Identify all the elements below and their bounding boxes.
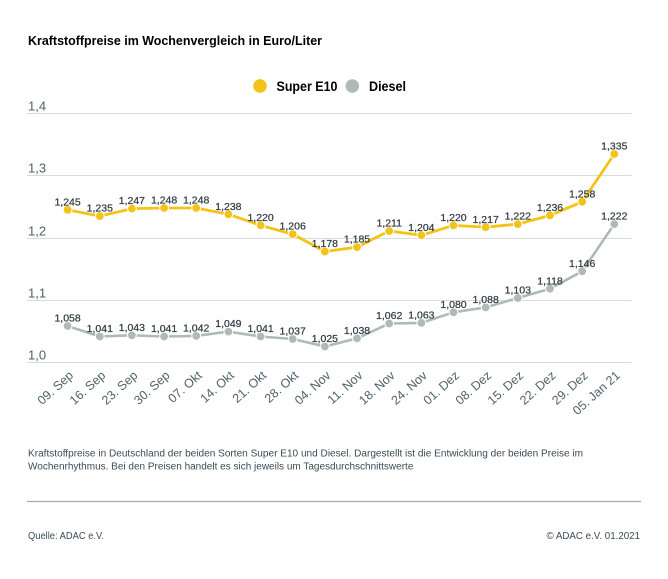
svg-text:Kraftstoffpreise in Deutschlan: Kraftstoffpreise in Deutschland der beid… xyxy=(28,448,583,459)
svg-text:1,0: 1,0 xyxy=(28,348,46,363)
svg-text:1,103: 1,103 xyxy=(505,285,531,297)
svg-text:1,211: 1,211 xyxy=(376,218,402,230)
svg-text:1,041: 1,041 xyxy=(151,323,177,335)
svg-text:1,247: 1,247 xyxy=(119,195,145,207)
svg-text:1,2: 1,2 xyxy=(28,224,46,239)
svg-text:1,248: 1,248 xyxy=(183,195,209,207)
svg-text:1,335: 1,335 xyxy=(601,141,627,153)
svg-text:Quelle: ADAC e.V.: Quelle: ADAC e.V. xyxy=(28,531,104,542)
svg-text:1,217: 1,217 xyxy=(473,214,499,226)
svg-text:1,220: 1,220 xyxy=(247,212,273,224)
svg-text:1,4: 1,4 xyxy=(28,99,46,114)
svg-text:1,238: 1,238 xyxy=(215,201,241,213)
svg-text:© ADAC e.V. 01.2021: © ADAC e.V. 01.2021 xyxy=(547,531,641,542)
svg-text:1,245: 1,245 xyxy=(54,197,80,209)
svg-text:1,088: 1,088 xyxy=(473,294,499,306)
svg-text:1,041: 1,041 xyxy=(247,323,273,335)
svg-text:1,080: 1,080 xyxy=(440,299,466,311)
svg-text:1,3: 1,3 xyxy=(28,161,46,176)
svg-text:1,236: 1,236 xyxy=(537,202,563,214)
svg-text:1,118: 1,118 xyxy=(537,275,563,287)
svg-text:1,222: 1,222 xyxy=(601,211,627,223)
svg-text:1,042: 1,042 xyxy=(183,323,209,335)
svg-text:1,220: 1,220 xyxy=(440,212,466,224)
svg-text:1,185: 1,185 xyxy=(344,234,370,246)
svg-text:1,063: 1,063 xyxy=(408,310,434,322)
svg-text:1,1: 1,1 xyxy=(28,286,46,301)
svg-text:1,025: 1,025 xyxy=(312,333,338,345)
svg-text:1,206: 1,206 xyxy=(280,221,306,233)
svg-text:Diesel: Diesel xyxy=(369,78,406,94)
svg-text:1,062: 1,062 xyxy=(376,310,402,322)
svg-text:1,146: 1,146 xyxy=(569,258,595,270)
svg-text:Kraftstoffpreise im Wochenverg: Kraftstoffpreise im Wochenvergleich in E… xyxy=(28,33,322,48)
svg-text:1,043: 1,043 xyxy=(119,322,145,334)
svg-text:1,258: 1,258 xyxy=(569,188,595,200)
svg-text:1,038: 1,038 xyxy=(344,325,370,337)
svg-text:1,222: 1,222 xyxy=(505,211,531,223)
svg-text:1,041: 1,041 xyxy=(87,323,113,335)
svg-text:1,037: 1,037 xyxy=(280,326,306,338)
svg-text:1,204: 1,204 xyxy=(408,222,434,234)
svg-text:1,049: 1,049 xyxy=(215,318,241,330)
svg-text:1,178: 1,178 xyxy=(312,238,338,250)
svg-text:Wochenrhythmus. Bei den Preise: Wochenrhythmus. Bei den Preisen handelt … xyxy=(28,462,414,473)
svg-text:1,058: 1,058 xyxy=(54,313,80,325)
svg-text:1,248: 1,248 xyxy=(151,195,177,207)
svg-text:1,235: 1,235 xyxy=(87,203,113,215)
svg-text:Super E10: Super E10 xyxy=(277,78,338,94)
